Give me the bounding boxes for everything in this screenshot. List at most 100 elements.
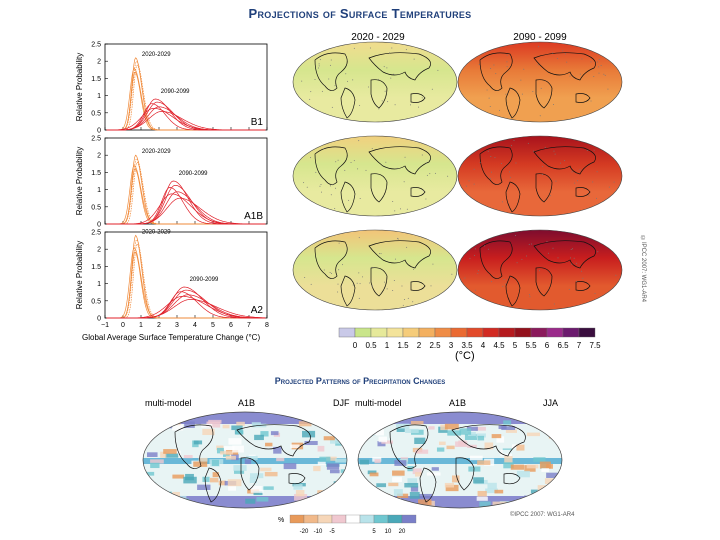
precip-patch bbox=[503, 420, 511, 424]
stipple bbox=[321, 192, 322, 193]
ytick-label-B1: 0 bbox=[97, 128, 101, 135]
colorbar-swatch bbox=[387, 328, 403, 337]
precip-patch bbox=[146, 429, 159, 432]
precip-patch bbox=[468, 466, 480, 471]
colorbar-tick: 2.5 bbox=[429, 341, 441, 350]
colorbar-swatch bbox=[403, 328, 419, 337]
precip-legend-swatch bbox=[304, 515, 318, 523]
precip-patch bbox=[330, 470, 340, 473]
stipple bbox=[574, 183, 575, 184]
colorbar-swatch bbox=[499, 328, 515, 337]
stipple bbox=[405, 157, 406, 158]
stipple bbox=[474, 255, 475, 256]
ytick-label-B1: 2.5 bbox=[91, 42, 101, 49]
colorbar-tick: 2 bbox=[417, 341, 422, 350]
precip-patch bbox=[228, 479, 242, 486]
stipple bbox=[552, 53, 553, 54]
stipple bbox=[430, 285, 431, 286]
stipple bbox=[601, 65, 602, 66]
stipple bbox=[572, 248, 573, 249]
colorbar-tick: 5 bbox=[513, 341, 518, 350]
stipple bbox=[464, 277, 465, 278]
stipple bbox=[337, 291, 338, 292]
stipple bbox=[598, 66, 599, 67]
series-label-A2: 2020-2029 bbox=[142, 229, 171, 235]
stipple bbox=[565, 53, 566, 54]
precip-patch bbox=[284, 463, 297, 469]
ytick-label-B1: 1 bbox=[97, 93, 101, 100]
stipple bbox=[569, 289, 570, 290]
stipple bbox=[553, 104, 554, 105]
stipple bbox=[511, 145, 512, 146]
colorbar-tick: 0.5 bbox=[365, 341, 377, 350]
stipple bbox=[540, 115, 541, 116]
precip-patch bbox=[232, 446, 244, 453]
precip-patch bbox=[228, 486, 236, 491]
precip-patch bbox=[526, 501, 536, 507]
stipple bbox=[384, 66, 385, 67]
precip-patch bbox=[410, 492, 420, 499]
temp-map-2090-2099-A2 bbox=[458, 230, 622, 310]
scenario-label-A1B: A1B bbox=[244, 211, 263, 222]
precip-patch bbox=[231, 425, 242, 430]
precip-patch bbox=[150, 463, 159, 468]
ytick-label-A2: 2 bbox=[97, 247, 101, 254]
precip-patch bbox=[419, 494, 433, 498]
precip-patch bbox=[156, 420, 169, 427]
stipple bbox=[432, 264, 433, 265]
stipple bbox=[477, 273, 478, 274]
precip-patch bbox=[301, 499, 309, 504]
precip-patch bbox=[265, 472, 278, 476]
stipple bbox=[335, 161, 336, 162]
stipple bbox=[407, 209, 408, 210]
colorbar-swatch bbox=[483, 328, 499, 337]
stipple bbox=[490, 106, 491, 107]
ytick-label-A2: 2.5 bbox=[91, 230, 101, 237]
stipple bbox=[362, 276, 363, 277]
stipple bbox=[338, 160, 339, 161]
stipple bbox=[506, 61, 507, 62]
precip-patch bbox=[327, 463, 339, 469]
page-title: Projections of Surface Temperatures bbox=[0, 6, 720, 21]
stipple bbox=[345, 73, 346, 74]
precip-patch bbox=[411, 421, 424, 424]
stipple bbox=[365, 170, 366, 171]
precip-title: Projected Patterns of Precipitation Chan… bbox=[0, 376, 720, 386]
precip-patch bbox=[346, 441, 357, 446]
stipple bbox=[501, 163, 502, 164]
precip-patch bbox=[504, 456, 512, 463]
stipple bbox=[502, 286, 503, 287]
precip-patch bbox=[531, 497, 544, 504]
stipple bbox=[404, 181, 405, 182]
stipple bbox=[369, 283, 370, 284]
precip-patch bbox=[473, 477, 484, 483]
stipple bbox=[587, 150, 588, 151]
stipple bbox=[427, 175, 428, 176]
ytick-label-B1: 2 bbox=[97, 59, 101, 66]
stipple bbox=[597, 251, 598, 252]
stipple bbox=[572, 171, 573, 172]
precip-patch bbox=[432, 467, 439, 471]
stipple bbox=[311, 284, 312, 285]
precip-patch bbox=[562, 427, 570, 432]
precip-patch bbox=[262, 486, 274, 490]
precip-patch bbox=[560, 500, 570, 505]
chart-frame-A2 bbox=[105, 232, 267, 318]
precip-patch bbox=[312, 496, 322, 501]
precip-patch bbox=[260, 468, 271, 472]
precip-legend-swatch bbox=[290, 515, 304, 523]
stipple bbox=[320, 59, 321, 60]
stipple bbox=[381, 253, 382, 254]
precip-patch bbox=[290, 445, 299, 449]
ytick-label-A2: 1 bbox=[97, 281, 101, 288]
precip-patch bbox=[212, 460, 219, 466]
precip-patch bbox=[302, 431, 315, 438]
stipple bbox=[382, 100, 383, 101]
precip-patch bbox=[319, 457, 330, 462]
jja-label-season: JJA bbox=[543, 398, 558, 408]
stipple bbox=[426, 162, 427, 163]
precip-patch bbox=[527, 433, 540, 437]
scenario-label-B1: B1 bbox=[251, 117, 264, 128]
stipple bbox=[338, 269, 339, 270]
precip-patch bbox=[183, 477, 196, 484]
